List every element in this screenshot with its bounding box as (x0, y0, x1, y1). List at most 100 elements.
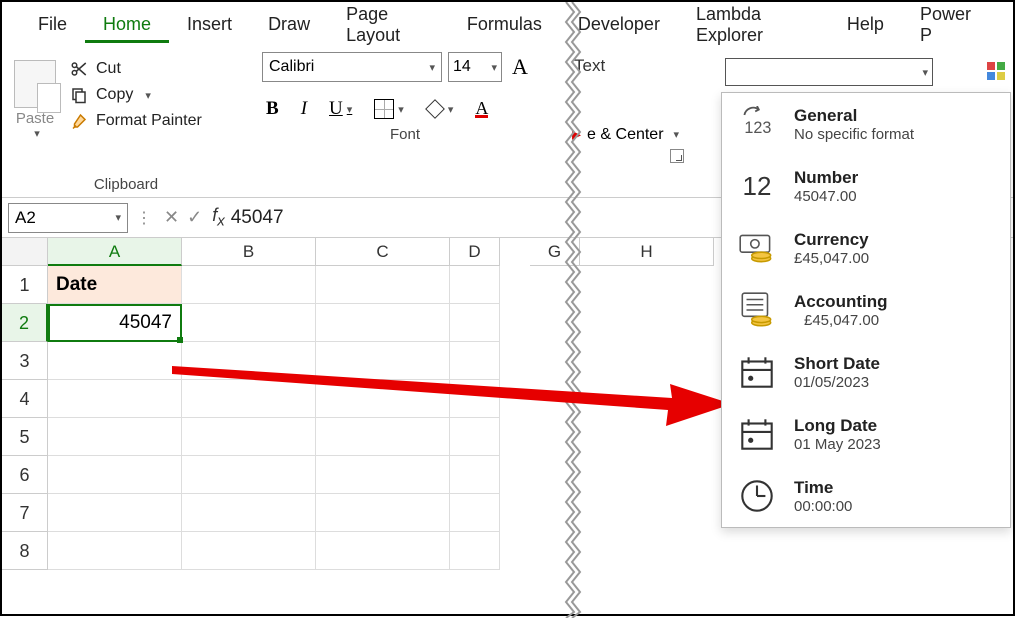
cell-c2[interactable] (316, 304, 450, 342)
underline-button[interactable]: U▾ (325, 96, 356, 122)
bucket-icon (426, 100, 444, 118)
border-icon (374, 99, 394, 119)
cell-a2[interactable]: 45047 (48, 304, 182, 342)
italic-button[interactable]: I (297, 96, 311, 122)
menu-insert[interactable]: Insert (169, 6, 250, 43)
format-short-date[interactable]: Short Date 01/05/2023 (722, 341, 1010, 403)
cell-c1[interactable] (316, 266, 450, 304)
ribbon: Paste ▾ Cut Copy ▾ Format Painter C (2, 48, 1013, 198)
menu-help[interactable]: Help (829, 6, 902, 43)
paste-button[interactable]: Paste ▾ (14, 54, 62, 172)
cell[interactable] (316, 380, 450, 418)
cut-button[interactable]: Cut (70, 60, 202, 78)
col-header-a[interactable]: A (48, 238, 182, 266)
number-icon: 12 (736, 165, 778, 207)
cell[interactable] (450, 494, 500, 532)
col-header-h[interactable]: H (580, 238, 714, 266)
row-header-8[interactable]: 8 (2, 532, 48, 570)
cell[interactable] (450, 380, 500, 418)
cell[interactable] (316, 494, 450, 532)
menu-lambda-explorer[interactable]: Lambda Explorer (678, 0, 829, 54)
select-all-corner[interactable] (2, 238, 48, 266)
menu-home[interactable]: Home (85, 6, 169, 43)
font-name-combo[interactable]: Calibri ▾ (262, 52, 442, 82)
col-header-c[interactable]: C (316, 238, 450, 266)
cell-b2[interactable] (182, 304, 316, 342)
formula-value[interactable]: 45047 (231, 207, 284, 229)
row-header-2[interactable]: 2 (2, 304, 48, 342)
row-header-1[interactable]: 1 (2, 266, 48, 304)
cell-d2[interactable] (450, 304, 500, 342)
menu-developer[interactable]: Developer (560, 6, 678, 43)
menu-page-layout[interactable]: Page Layout (328, 0, 449, 54)
cell[interactable] (182, 380, 316, 418)
calendar-icon (736, 413, 778, 455)
format-time[interactable]: Time 00:00:00 (722, 465, 1010, 527)
increase-font-icon[interactable]: A (508, 54, 532, 80)
cell[interactable] (316, 418, 450, 456)
cell[interactable] (316, 532, 450, 570)
cell[interactable] (48, 494, 182, 532)
row-header-7[interactable]: 7 (2, 494, 48, 532)
font-size-combo[interactable]: 14 ▾ (448, 52, 502, 82)
row-header-4[interactable]: 4 (2, 380, 48, 418)
merge-arrow-icon: ▸ (572, 124, 581, 145)
name-box[interactable]: A2 ▾ (8, 203, 128, 233)
number-format-combo[interactable]: ▾ (725, 58, 933, 86)
cell[interactable] (450, 532, 500, 570)
borders-button[interactable]: ▾ (370, 97, 408, 121)
menu-draw[interactable]: Draw (250, 6, 328, 43)
copy-icon (70, 86, 88, 104)
format-general[interactable]: 123 General No specific format (722, 93, 1010, 155)
format-painter-button[interactable]: Format Painter (70, 112, 202, 130)
merge-center-button[interactable]: ▸ e & Center ▾ (572, 76, 688, 145)
cell[interactable] (316, 456, 450, 494)
cell[interactable] (48, 456, 182, 494)
col-header-d[interactable]: D (450, 238, 500, 266)
cell-d1[interactable] (450, 266, 500, 304)
cell[interactable] (48, 418, 182, 456)
cell[interactable] (182, 532, 316, 570)
cell[interactable] (48, 342, 182, 380)
fill-color-button[interactable]: ▾ (422, 98, 458, 120)
cell[interactable] (450, 418, 500, 456)
col-header-b[interactable]: B (182, 238, 316, 266)
cell[interactable] (48, 380, 182, 418)
row-header-5[interactable]: 5 (2, 418, 48, 456)
cell[interactable] (316, 342, 450, 380)
cell-a1[interactable]: Date (48, 266, 182, 304)
menu-power[interactable]: Power P (902, 0, 995, 54)
cell[interactable] (48, 532, 182, 570)
clipboard-icon (14, 60, 56, 108)
cell[interactable] (450, 456, 500, 494)
chevron-down-icon: ▾ (491, 61, 497, 74)
svg-text:123: 123 (744, 119, 771, 137)
menu-formulas[interactable]: Formulas (449, 6, 560, 43)
row-header-6[interactable]: 6 (2, 456, 48, 494)
paintbrush-icon (70, 112, 88, 130)
clock-icon (736, 475, 778, 517)
cell[interactable] (182, 456, 316, 494)
dialog-launcher-icon[interactable] (670, 149, 684, 163)
cell[interactable] (450, 342, 500, 380)
col-header-g[interactable]: G (530, 238, 580, 266)
cell-styles-icon[interactable] (985, 60, 1009, 84)
bold-button[interactable]: B (262, 96, 283, 122)
confirm-icon[interactable]: ✓ (183, 207, 206, 228)
format-title: Currency (794, 230, 869, 250)
cell-b1[interactable] (182, 266, 316, 304)
general-icon: 123 (736, 103, 778, 145)
menu-file[interactable]: File (20, 6, 85, 43)
format-accounting[interactable]: Accounting £45,047.00 (722, 279, 1010, 341)
font-color-button[interactable]: A (471, 99, 492, 120)
format-long-date[interactable]: Long Date 01 May 2023 (722, 403, 1010, 465)
cell[interactable] (182, 494, 316, 532)
copy-button[interactable]: Copy ▾ (70, 86, 202, 104)
cancel-icon[interactable]: ✕ (160, 207, 183, 228)
row-header-3[interactable]: 3 (2, 342, 48, 380)
cell[interactable] (182, 342, 316, 380)
cell[interactable] (182, 418, 316, 456)
fx-icon[interactable]: fx (206, 205, 231, 230)
format-currency[interactable]: Currency £45,047.00 (722, 217, 1010, 279)
format-number[interactable]: 12 Number 45047.00 (722, 155, 1010, 217)
